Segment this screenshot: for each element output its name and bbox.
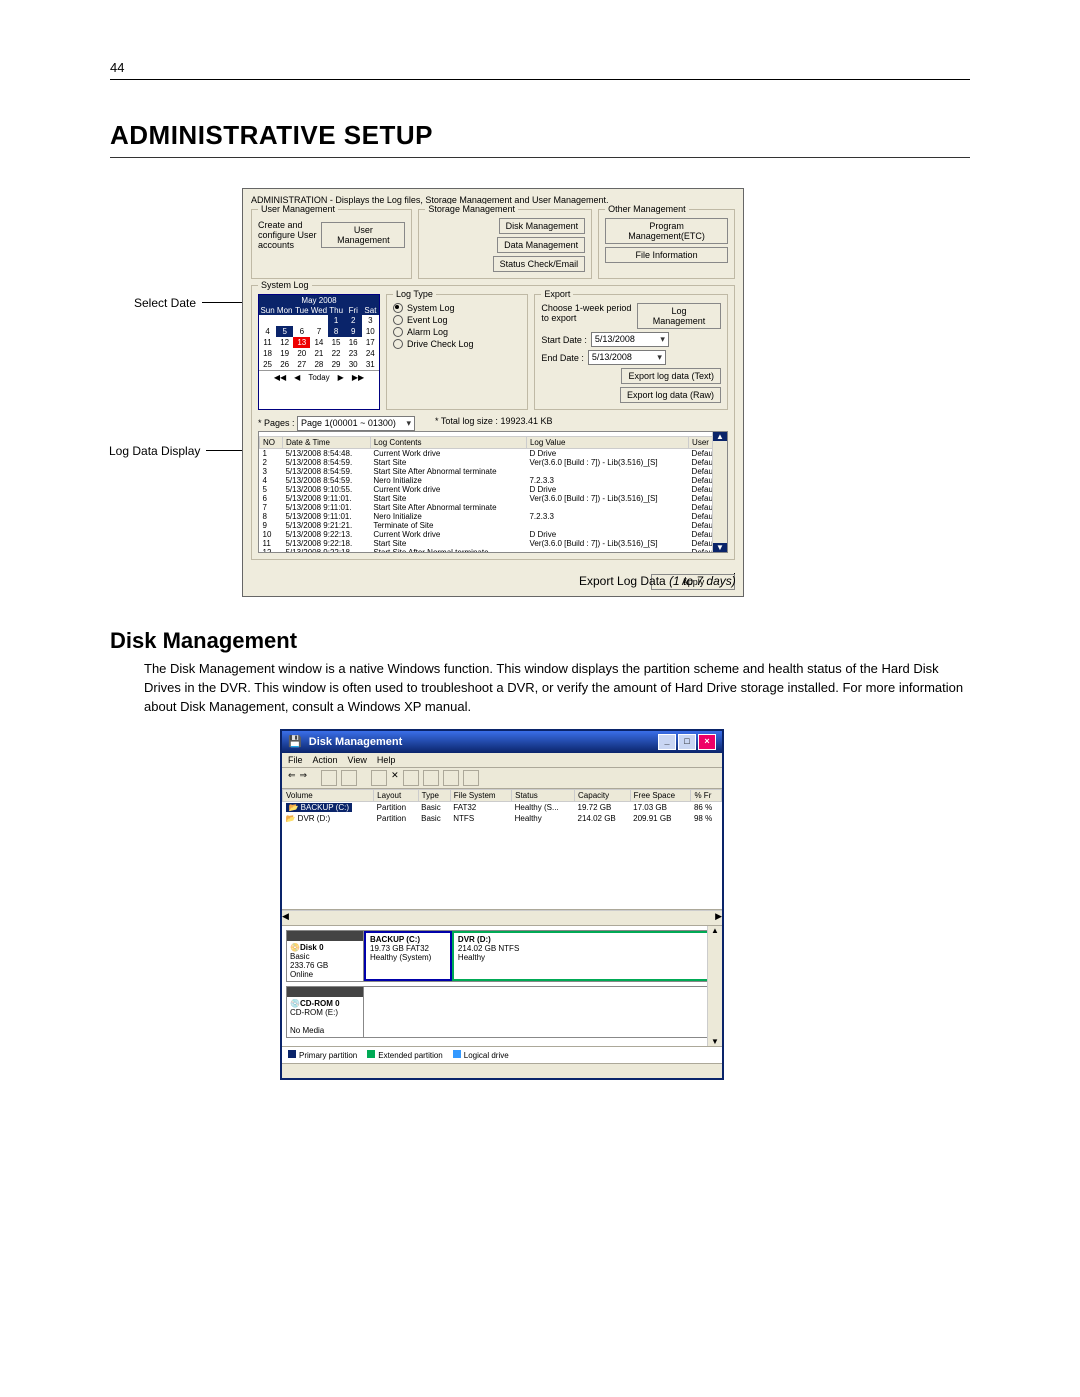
- log-mgmt-button[interactable]: Log Management: [637, 303, 721, 329]
- export-raw-button[interactable]: Export log data (Raw): [620, 387, 721, 403]
- table-row[interactable]: 105/13/2008 9:22:13.Current Work driveD …: [260, 530, 727, 539]
- fs-other-mgmt: Other Management: [605, 204, 689, 214]
- cal-prev-double-icon[interactable]: ◀◀: [274, 373, 286, 382]
- tool-icon-7[interactable]: [463, 770, 479, 786]
- disk-mgmt-heading: Disk Management: [110, 628, 970, 654]
- cal-next-double-icon[interactable]: ▶▶: [352, 373, 364, 382]
- page-title: ADMINISTRATIVE SETUP: [110, 120, 970, 151]
- menu-item[interactable]: Help: [377, 755, 396, 765]
- table-row[interactable]: 35/13/2008 8:54:59.Start Site After Abno…: [260, 467, 727, 476]
- export-hint: Choose 1-week period to export: [541, 303, 637, 323]
- dm-statusbar: [282, 1063, 722, 1078]
- dm-legend: Primary partition Extended partition Log…: [282, 1046, 722, 1063]
- syslog-table: NODate & TimeLog ContentsLog ValueUser 1…: [258, 431, 728, 553]
- partition-d[interactable]: DVR (D:) 214.02 GB NTFS Healthy: [452, 931, 717, 981]
- table-row[interactable]: 85/13/2008 9:11:01.Nero Initialize7.2.3.…: [260, 512, 727, 521]
- dm-toolbar[interactable]: ⇐ ⇒ ✕: [282, 768, 722, 789]
- total-log-label: * Total log size :: [435, 416, 498, 426]
- admin-panel: ADMINISTRATION - Displays the Log files,…: [242, 188, 744, 597]
- minimize-button[interactable]: _: [658, 734, 676, 750]
- prog-mgmt-button[interactable]: Program Management(ETC): [605, 218, 728, 244]
- end-date-input[interactable]: 5/13/2008: [588, 350, 666, 365]
- fs-storage-mgmt: Storage Management: [425, 204, 518, 214]
- fwd-icon[interactable]: ⇒: [300, 770, 308, 786]
- dm-title-text: Disk Management: [309, 736, 403, 748]
- table-row[interactable]: 75/13/2008 9:11:01.Start Site After Abno…: [260, 503, 727, 512]
- fs-user-mgmt: User Management: [258, 204, 338, 214]
- cal-today[interactable]: Today: [308, 373, 329, 382]
- table-row[interactable]: 15/13/2008 8:54:48.Current Work driveD D…: [260, 449, 727, 459]
- user-mgmt-button[interactable]: User Management: [321, 222, 405, 248]
- pages-label: * Pages :: [258, 418, 295, 428]
- menu-item[interactable]: Action: [313, 755, 338, 765]
- export-text-button[interactable]: Export log data (Text): [621, 368, 721, 384]
- start-date-label: Start Date :: [541, 335, 587, 345]
- tool-icon-3[interactable]: [371, 770, 387, 786]
- title-underline: [110, 157, 970, 158]
- table-row[interactable]: 55/13/2008 9:10:55.Current Work driveD D…: [260, 485, 727, 494]
- start-date-input[interactable]: 5/13/2008: [591, 332, 669, 347]
- user-mgmt-text: Create and configure User accounts: [258, 220, 321, 250]
- table-row[interactable]: 95/13/2008 9:21:21.Terminate of SiteDefa…: [260, 521, 727, 530]
- table-row[interactable]: 65/13/2008 9:11:01.Start SiteVer(3.6.0 […: [260, 494, 727, 503]
- graph-scrollbar-v[interactable]: [707, 926, 722, 1046]
- logtype-option[interactable]: Alarm Log: [393, 327, 521, 337]
- table-row[interactable]: 25/13/2008 8:54:59.Start SiteVer(3.6.0 […: [260, 458, 727, 467]
- menu-item[interactable]: View: [348, 755, 367, 765]
- calendar-month: May 2008: [259, 295, 379, 306]
- logtype-option[interactable]: Event Log: [393, 315, 521, 325]
- data-mgmt-button[interactable]: Data Management: [497, 237, 585, 253]
- table-row[interactable]: 115/13/2008 9:22:18.Start SiteVer(3.6.0 …: [260, 539, 727, 548]
- calendar[interactable]: May 2008 SunMonTueWedThuFriSat 123456789…: [258, 294, 380, 410]
- menu-item[interactable]: File: [288, 755, 303, 765]
- disk-mgmt-window: 💾 Disk Management _ □ × File Action View He…: [280, 729, 724, 1080]
- callout-select-date: Select Date: [134, 296, 196, 310]
- tool-icon-2[interactable]: [341, 770, 357, 786]
- partition-c[interactable]: BACKUP (C:) 19.73 GB FAT32 Healthy (Syst…: [364, 931, 452, 981]
- table-row[interactable]: 125/13/2008 9:22:18.Start Site After Nor…: [260, 548, 727, 553]
- tool-x-icon[interactable]: ✕: [391, 770, 399, 786]
- tool-icon-1[interactable]: [321, 770, 337, 786]
- page-number: 44: [110, 60, 970, 75]
- volume-row[interactable]: 📂 DVR (D:)PartitionBasicNTFSHealthy214.0…: [283, 813, 722, 824]
- back-icon[interactable]: ⇐: [288, 770, 296, 786]
- callout-export: Export Log Data (1 to 7 days): [579, 574, 736, 588]
- total-log-value: 19923.41 KB: [500, 416, 552, 426]
- logtype-option[interactable]: Drive Check Log: [393, 339, 521, 349]
- maximize-button[interactable]: □: [678, 734, 696, 750]
- tool-icon-4[interactable]: [403, 770, 419, 786]
- close-button[interactable]: ×: [698, 734, 716, 750]
- callout-log-data: Log Data Display: [109, 444, 200, 458]
- cal-next-icon[interactable]: ▶: [338, 373, 344, 382]
- fs-system-log: System Log: [258, 280, 312, 290]
- hr-top: [110, 79, 970, 80]
- fs-export: Export: [541, 289, 573, 299]
- pages-select[interactable]: Page 1(00001 ~ 01300): [297, 416, 415, 431]
- disk-mgmt-button[interactable]: Disk Management: [499, 218, 586, 234]
- scrollbar-h[interactable]: [282, 910, 722, 925]
- end-date-label: End Date :: [541, 353, 584, 363]
- tool-icon-6[interactable]: [443, 770, 459, 786]
- logtype-option[interactable]: System Log: [393, 303, 521, 313]
- status-check-button[interactable]: Status Check/Email: [493, 256, 586, 272]
- cal-prev-icon[interactable]: ◀: [294, 373, 300, 382]
- tool-icon-5[interactable]: [423, 770, 439, 786]
- disk-mgmt-para: The Disk Management window is a native W…: [144, 660, 970, 717]
- file-info-button[interactable]: File Information: [605, 247, 728, 263]
- scrollbar-v[interactable]: [712, 432, 727, 552]
- volume-row[interactable]: 📂 BACKUP (C:)PartitionBasicFAT32Healthy …: [283, 801, 722, 813]
- floppy-icon: 💾: [288, 736, 302, 748]
- table-row[interactable]: 45/13/2008 8:54:59.Nero Initialize7.2.3.…: [260, 476, 727, 485]
- dm-menubar[interactable]: File Action View Help: [282, 753, 722, 768]
- fs-log-type: Log Type: [393, 289, 436, 299]
